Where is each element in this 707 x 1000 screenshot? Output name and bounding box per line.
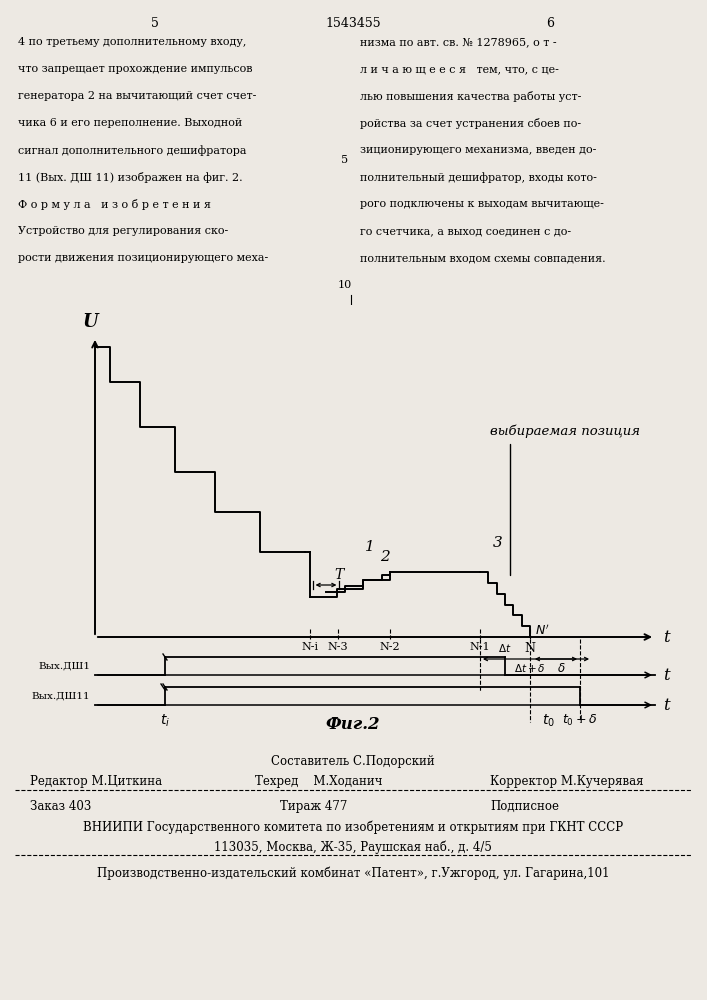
- Text: U: U: [82, 313, 98, 331]
- Text: что запрещает прохождение импульсов: что запрещает прохождение импульсов: [18, 64, 252, 74]
- Text: лью повышения качества работы уст-: лью повышения качества работы уст-: [360, 91, 581, 102]
- Text: низма по авт. св. № 1278965, о т -: низма по авт. св. № 1278965, о т -: [360, 37, 556, 47]
- Text: выбираемая позиция: выбираемая позиция: [490, 424, 640, 575]
- Text: л и ч а ю щ е е с я   тем, что, с це-: л и ч а ю щ е е с я тем, что, с це-: [360, 64, 559, 74]
- Text: t: t: [663, 666, 670, 684]
- Text: 113035, Москва, Ж-35, Раушская наб., д. 4/5: 113035, Москва, Ж-35, Раушская наб., д. …: [214, 840, 492, 854]
- Text: 11 (Вых. ДШ 11) изображен на фиг. 2.: 11 (Вых. ДШ 11) изображен на фиг. 2.: [18, 172, 243, 183]
- Text: $\delta$: $\delta$: [556, 662, 566, 675]
- Text: Тираж 477: Тираж 477: [280, 800, 347, 813]
- Text: 2: 2: [380, 550, 390, 564]
- Text: рого подключены к выходам вычитающе-: рого подключены к выходам вычитающе-: [360, 199, 604, 209]
- Text: T: T: [334, 568, 344, 582]
- Text: $\Delta t$: $\Delta t$: [498, 642, 512, 654]
- Text: Производственно-издательский комбинат «Патент», г.Ужгород, ул. Гагарина,101: Производственно-издательский комбинат «П…: [97, 867, 609, 880]
- Text: t: t: [663, 696, 670, 714]
- Text: $t_i$: $t_i$: [160, 713, 170, 729]
- Text: 1: 1: [365, 540, 375, 554]
- Text: N-i: N-i: [301, 642, 319, 652]
- Text: го счетчика, а выход соединен с до-: го счетчика, а выход соединен с до-: [360, 226, 571, 236]
- Text: $N'$: $N'$: [535, 624, 549, 638]
- Text: N: N: [525, 642, 535, 655]
- Text: ВНИИПИ Государственного комитета по изобретениям и открытиям при ГКНТ СССР: ВНИИПИ Государственного комитета по изоб…: [83, 820, 623, 834]
- Text: Корректор М.Кучерявая: Корректор М.Кучерявая: [490, 775, 643, 788]
- Text: N-3: N-3: [327, 642, 349, 652]
- Text: ройства за счет устранения сбоев по-: ройства за счет устранения сбоев по-: [360, 118, 581, 129]
- Text: 1543455: 1543455: [325, 17, 381, 30]
- Text: генератора 2 на вычитающий счет счет-: генератора 2 на вычитающий счет счет-: [18, 91, 257, 101]
- Text: $t_0+\delta$: $t_0+\delta$: [562, 713, 597, 728]
- Text: Вых.ДШ1: Вых.ДШ1: [38, 662, 90, 670]
- Text: Редактор М.Циткина: Редактор М.Циткина: [30, 775, 162, 788]
- Text: 10: 10: [338, 280, 352, 290]
- Text: Техред    М.Ходанич: Техред М.Ходанич: [255, 775, 382, 788]
- Text: N-1: N-1: [469, 642, 491, 652]
- Text: Вых.ДШ11: Вых.ДШ11: [31, 692, 90, 700]
- Text: t: t: [663, 629, 670, 646]
- Text: рости движения позиционирующего меха-: рости движения позиционирующего меха-: [18, 253, 268, 263]
- Text: Составитель С.Подорский: Составитель С.Подорский: [271, 755, 435, 768]
- Text: 3: 3: [493, 536, 503, 550]
- Text: чика 6 и его переполнение. Выходной: чика 6 и его переполнение. Выходной: [18, 118, 243, 128]
- Text: Заказ 403: Заказ 403: [30, 800, 91, 813]
- Text: полнительный дешифратор, входы кото-: полнительный дешифратор, входы кото-: [360, 172, 597, 183]
- Text: 4 по третьему дополнительному входу,: 4 по третьему дополнительному входу,: [18, 37, 246, 47]
- Text: сигнал дополнительного дешифратора: сигнал дополнительного дешифратора: [18, 145, 247, 156]
- Text: 5: 5: [341, 155, 349, 165]
- Text: $\Delta t+\delta$: $\Delta t+\delta$: [514, 662, 546, 674]
- Text: $t_0$: $t_0$: [542, 713, 554, 729]
- Text: 5: 5: [151, 17, 159, 30]
- Text: 6: 6: [546, 17, 554, 30]
- Text: Устройство для регулирования ско-: Устройство для регулирования ско-: [18, 226, 228, 236]
- Text: Фиг.2: Фиг.2: [326, 716, 380, 733]
- Text: зиционирующего механизма, введен до-: зиционирующего механизма, введен до-: [360, 145, 597, 155]
- Text: полнительным входом схемы совпадения.: полнительным входом схемы совпадения.: [360, 253, 606, 263]
- Text: Подписное: Подписное: [490, 800, 559, 813]
- Text: N-2: N-2: [380, 642, 400, 652]
- Text: Ф о р м у л а   и з о б р е т е н и я: Ф о р м у л а и з о б р е т е н и я: [18, 199, 211, 210]
